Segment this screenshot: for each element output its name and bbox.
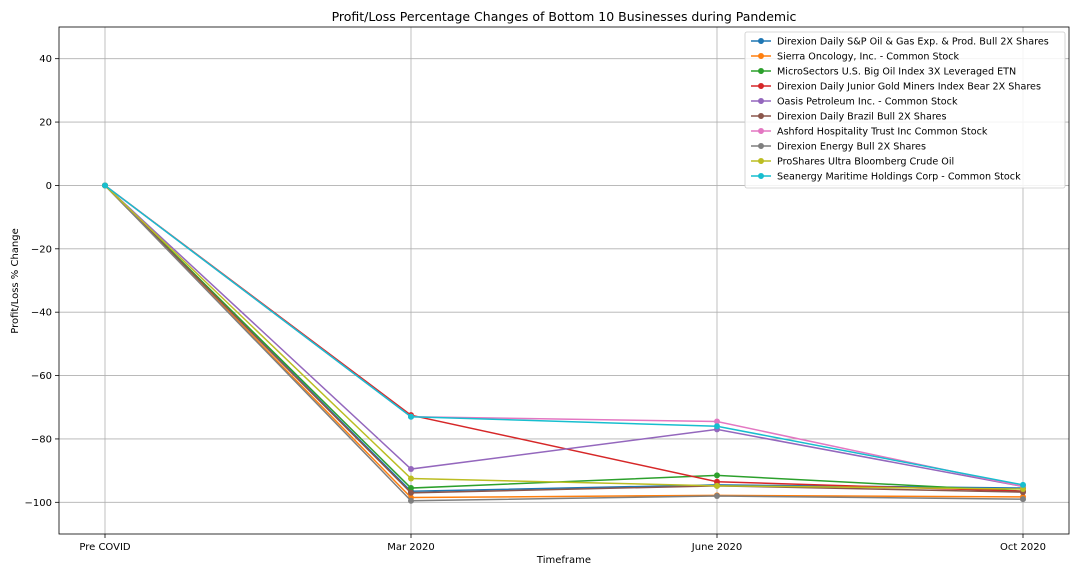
legend-label: Direxion Energy Bull 2X Shares [777,142,926,153]
series-lines [102,182,1026,504]
y-tick-label: −60 [31,371,52,382]
legend-label: Oasis Petroleum Inc. - Common Stock [777,97,958,108]
legend-swatch-marker [758,173,764,179]
x-tick-label: Oct 2020 [1000,542,1046,553]
data-point [102,182,108,189]
y-tick-label: 40 [39,54,52,65]
x-tick-label: Pre COVID [79,542,131,553]
legend: Direxion Daily S&P Oil & Gas Exp. & Prod… [744,31,1066,189]
data-point [408,489,414,496]
legend-swatch-marker [758,53,764,59]
legend-label: ProShares Ultra Bloomberg Crude Oil [777,157,954,168]
legend-swatch-marker [758,83,764,89]
legend-swatch-marker [758,158,764,164]
series-4 [102,182,1026,495]
y-tick-label: −80 [31,434,52,445]
legend-box [744,31,1066,189]
series-line [104,184,1024,488]
legend-item: Direxion Daily Brazil Bull 2X Shares [751,112,946,123]
series-1 [102,182,1026,495]
legend-item: Sierra Oncology, Inc. - Common Stock [751,52,960,63]
data-point [714,423,720,430]
legend-swatch-marker [758,113,764,119]
series-9 [102,182,1026,493]
legend-label: Direxion Daily Junior Gold Miners Index … [777,82,1041,93]
series-line [104,184,1024,492]
chart-title: Profit/Loss Percentage Changes of Bottom… [332,9,797,24]
y-tick-label: −100 [25,498,52,509]
series-line [104,184,1024,502]
plot-frame [58,26,1070,535]
legend-item: Oasis Petroleum Inc. - Common Stock [751,97,958,108]
data-point [1020,481,1026,488]
data-point [1020,486,1026,493]
data-point [408,485,414,492]
series-5 [102,182,1026,490]
legend-swatch-marker [758,38,764,44]
series-line [104,184,1024,492]
x-tick-label: Mar 2020 [387,542,435,553]
series-line [104,184,1024,492]
legend-label: MicroSectors U.S. Big Oil Index 3X Lever… [777,67,1016,78]
axes: −100 −80 −60 −40 −20 0 20 40 Pre COVID Mar 2020 Ju… [25,26,1070,553]
data-point [714,472,720,479]
legend-swatch-marker [758,98,764,104]
series-line [104,184,1024,494]
data-point [408,475,414,482]
data-point [714,482,720,489]
series-7 [102,182,1026,490]
data-point [408,466,414,473]
series-3 [102,182,1026,495]
legend-item: MicroSectors U.S. Big Oil Index 3X Lever… [751,67,1016,78]
legend-swatch-marker [758,143,764,149]
series-line [104,184,1024,486]
legend-item: ProShares Ultra Bloomberg Crude Oil [751,157,954,168]
y-tick-label: −40 [31,308,52,319]
series-line [104,184,1024,490]
series-line [104,184,1024,499]
y-axis-label: Profit/Loss % Change [10,228,21,334]
series-line [104,184,1024,488]
series-10 [102,182,1026,488]
data-point [1020,496,1026,503]
legend-label: Direxion Daily Brazil Bull 2X Shares [777,112,946,123]
series-8 [102,182,1026,504]
y-tick-label: −20 [31,244,52,255]
y-tick-label: 0 [46,181,52,192]
data-point [714,492,720,499]
legend-item: Ashford Hospitality Trust Inc Common Sto… [751,127,988,138]
legend-label: Direxion Daily S&P Oil & Gas Exp. & Prod… [777,37,1049,48]
legend-swatch-marker [758,128,764,134]
data-point [408,413,414,420]
legend-label: Sierra Oncology, Inc. - Common Stock [777,52,960,63]
x-axis-label: Timeframe [536,555,591,566]
x-tick-label: June 2020 [691,542,742,553]
legend-label: Ashford Hospitality Trust Inc Common Sto… [777,127,988,138]
y-tick-label: 20 [39,118,52,129]
legend-item: Seanergy Maritime Holdings Corp - Common… [751,172,1021,183]
legend-item: Direxion Energy Bull 2X Shares [751,142,926,153]
series-2 [102,182,1026,501]
data-point [714,418,720,425]
legend-item: Direxion Daily S&P Oil & Gas Exp. & Prod… [751,37,1049,48]
legend-item: Direxion Daily Junior Gold Miners Index … [751,82,1041,93]
legend-label: Seanergy Maritime Holdings Corp - Common… [777,172,1021,183]
legend-swatch-marker [758,68,764,74]
data-point [408,497,414,504]
data-point [714,478,720,485]
